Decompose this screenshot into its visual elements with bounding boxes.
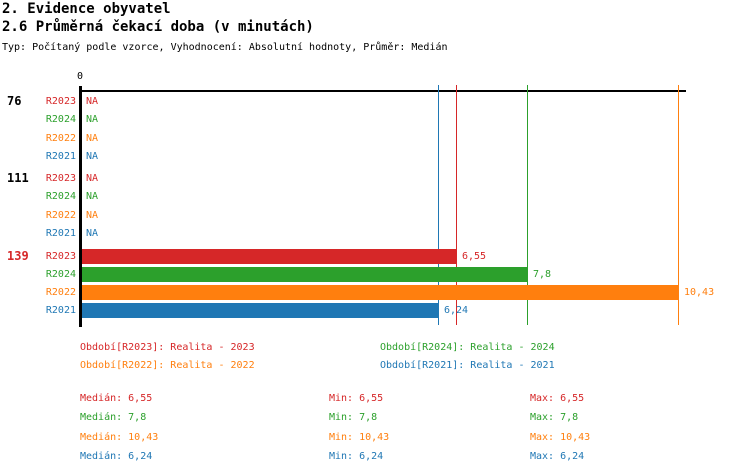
series-row-label: R2021 bbox=[45, 228, 76, 239]
group-label: 76 bbox=[7, 94, 22, 108]
series-row-label: R2022 bbox=[45, 210, 76, 221]
stat-max: Max: 6,24 bbox=[530, 451, 585, 462]
bar-value-label: 6,24 bbox=[444, 305, 469, 316]
series-row-label: R2021 bbox=[45, 305, 76, 316]
series-row-label: R2023 bbox=[45, 173, 76, 184]
x-axis-zero-label: 0 bbox=[76, 71, 84, 82]
chart-title: 2.6 Průměrná čekací doba (v minutách) bbox=[2, 19, 314, 35]
series-row-label: R2021 bbox=[45, 151, 76, 162]
series-row-label: R2022 bbox=[45, 133, 76, 144]
na-value-label: NA bbox=[86, 210, 99, 221]
stat-median: Medián: 10,43 bbox=[80, 432, 159, 443]
legend-item: Období[R2024]: Realita - 2024 bbox=[380, 342, 555, 353]
report-title: 2. Evidence obyvatel bbox=[2, 1, 171, 17]
legend-item: Období[R2021]: Realita - 2021 bbox=[380, 360, 555, 371]
value-reference-line bbox=[678, 85, 679, 325]
series-row-label: R2024 bbox=[45, 269, 76, 280]
bar bbox=[82, 285, 679, 300]
na-value-label: NA bbox=[86, 173, 99, 184]
stat-min: Min: 6,24 bbox=[329, 451, 384, 462]
bar-value-label: 10,43 bbox=[684, 287, 715, 298]
stat-median: Medián: 7,8 bbox=[80, 412, 147, 423]
series-row-label: R2023 bbox=[45, 251, 76, 262]
group-label: 139 bbox=[7, 249, 29, 263]
stat-max: Max: 7,8 bbox=[530, 412, 579, 423]
bar bbox=[82, 303, 439, 318]
stat-min: Min: 7,8 bbox=[329, 412, 378, 423]
bar-value-label: 6,55 bbox=[462, 251, 487, 262]
series-row-label: R2024 bbox=[45, 191, 76, 202]
na-value-label: NA bbox=[86, 151, 99, 162]
stat-median: Medián: 6,55 bbox=[80, 393, 153, 404]
stat-min: Min: 10,43 bbox=[329, 432, 390, 443]
na-value-label: NA bbox=[86, 191, 99, 202]
legend-item: Období[R2022]: Realita - 2022 bbox=[80, 360, 255, 371]
value-reference-line bbox=[456, 85, 457, 325]
group-label: 111 bbox=[7, 171, 29, 185]
bar-value-label: 7,8 bbox=[533, 269, 552, 280]
value-reference-line bbox=[527, 85, 528, 325]
na-value-label: NA bbox=[86, 114, 99, 125]
bar bbox=[82, 249, 457, 264]
series-row-label: R2022 bbox=[45, 287, 76, 298]
na-value-label: NA bbox=[86, 96, 99, 107]
value-reference-line bbox=[438, 85, 439, 325]
na-value-label: NA bbox=[86, 133, 99, 144]
series-row-label: R2024 bbox=[45, 114, 76, 125]
legend-item: Období[R2023]: Realita - 2023 bbox=[80, 342, 255, 353]
stat-median: Medián: 6,24 bbox=[80, 451, 153, 462]
y-axis-line bbox=[79, 86, 82, 327]
na-value-label: NA bbox=[86, 228, 99, 239]
series-row-label: R2023 bbox=[45, 96, 76, 107]
stat-max: Max: 6,55 bbox=[530, 393, 585, 404]
stat-max: Max: 10,43 bbox=[530, 432, 591, 443]
bar bbox=[82, 267, 528, 282]
chart-meta-line: Typ: Počítaný podle vzorce, Vyhodnocení:… bbox=[2, 42, 448, 53]
x-axis-line bbox=[80, 90, 686, 92]
stat-min: Min: 6,55 bbox=[329, 393, 384, 404]
